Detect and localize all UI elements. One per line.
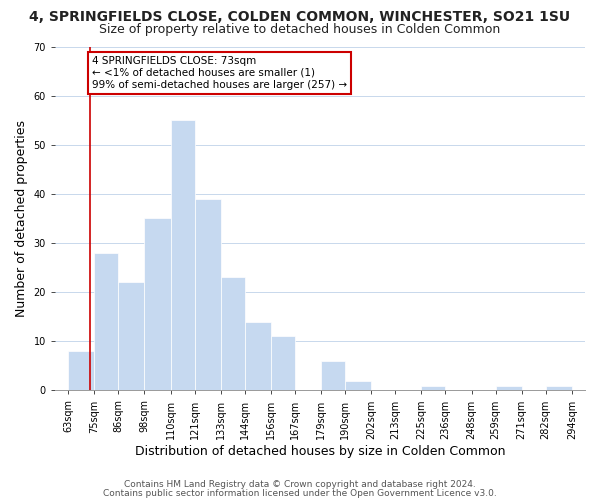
Bar: [170, 120, 194, 390]
Y-axis label: Number of detached properties: Number of detached properties: [15, 120, 28, 317]
Bar: [194, 199, 221, 390]
Bar: [345, 380, 371, 390]
Text: 4, SPRINGFIELDS CLOSE, COLDEN COMMON, WINCHESTER, SO21 1SU: 4, SPRINGFIELDS CLOSE, COLDEN COMMON, WI…: [29, 10, 571, 24]
Bar: [271, 336, 295, 390]
Bar: [94, 253, 118, 390]
Bar: [496, 386, 522, 390]
Bar: [245, 322, 271, 390]
Bar: [68, 351, 94, 391]
Text: Contains HM Land Registry data © Crown copyright and database right 2024.: Contains HM Land Registry data © Crown c…: [124, 480, 476, 489]
Text: Size of property relative to detached houses in Colden Common: Size of property relative to detached ho…: [100, 22, 500, 36]
Text: 4 SPRINGFIELDS CLOSE: 73sqm
← <1% of detached houses are smaller (1)
99% of semi: 4 SPRINGFIELDS CLOSE: 73sqm ← <1% of det…: [92, 56, 347, 90]
Bar: [145, 218, 170, 390]
Bar: [421, 386, 445, 390]
Bar: [118, 282, 145, 391]
X-axis label: Distribution of detached houses by size in Colden Common: Distribution of detached houses by size …: [135, 444, 505, 458]
Bar: [321, 361, 345, 390]
Bar: [221, 278, 245, 390]
Bar: [546, 386, 572, 390]
Text: Contains public sector information licensed under the Open Government Licence v3: Contains public sector information licen…: [103, 489, 497, 498]
